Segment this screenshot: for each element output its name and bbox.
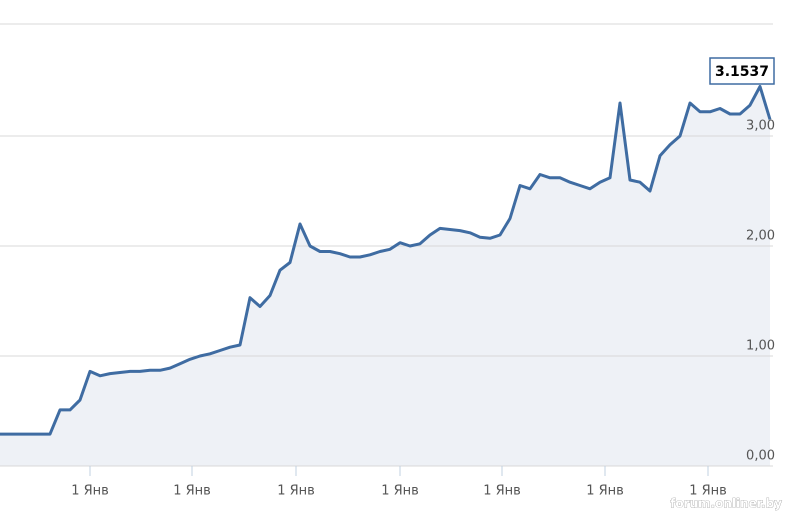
y-tick-label: 2,00 xyxy=(746,229,775,244)
tooltip-text: 3.1537 xyxy=(715,64,769,80)
line xyxy=(0,85,772,436)
y-tick-label: 0,00 xyxy=(746,449,775,464)
y-tick-label: 1,00 xyxy=(746,339,775,354)
watermark: forum.onliner.by xyxy=(670,497,782,511)
area-fill xyxy=(0,86,770,466)
x-tick-label: 1 Янв xyxy=(71,484,109,499)
tooltip-box xyxy=(709,57,775,85)
x-tick-label: 1 Янв xyxy=(173,484,211,499)
x-tick-label: 1 Янв xyxy=(277,484,315,499)
tooltip: 3.1537 xyxy=(709,57,775,85)
x-tick-label: 1 Янв xyxy=(483,484,521,499)
y-tick-label: 3,00 xyxy=(746,119,775,134)
x-tick-label: 1 Янв xyxy=(381,484,419,499)
x-tick-label: 1 Янв xyxy=(689,484,727,499)
x-tick-label: 1 Янв xyxy=(586,484,624,499)
